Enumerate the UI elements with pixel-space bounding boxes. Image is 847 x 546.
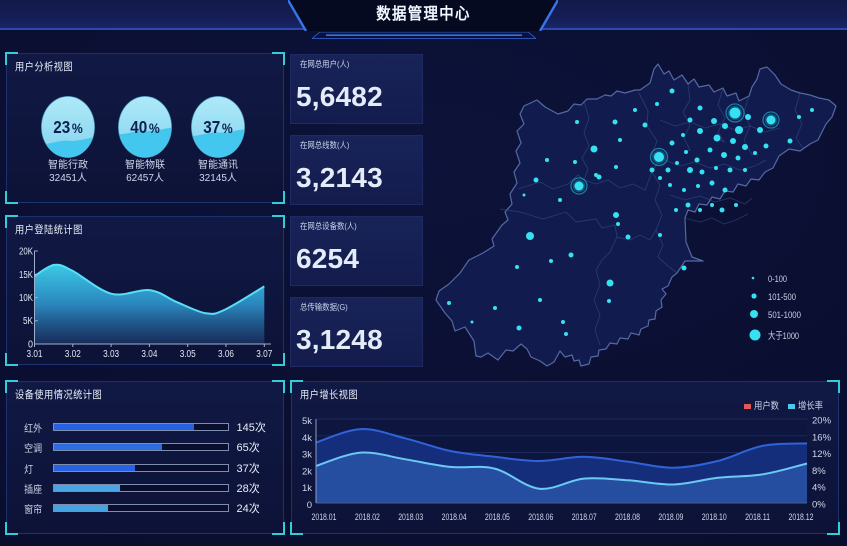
svg-text:0%: 0% — [812, 500, 826, 511]
svg-text:2018.09: 2018.09 — [658, 512, 683, 523]
svg-text:1k: 1k — [302, 483, 312, 494]
svg-text:12%: 12% — [812, 449, 832, 460]
svg-text:3.02: 3.02 — [65, 349, 81, 360]
svg-text:3k: 3k — [302, 450, 312, 461]
svg-text:5k: 5k — [302, 416, 312, 427]
svg-text:增长率: 增长率 — [798, 400, 823, 412]
svg-text:10K: 10K — [19, 293, 33, 304]
svg-text:2018.03: 2018.03 — [398, 512, 423, 523]
svg-text:501-1000: 501-1000 — [768, 310, 801, 321]
svg-text:用户数: 用户数 — [754, 400, 779, 412]
svg-text:4%: 4% — [812, 483, 826, 494]
svg-text:3.05: 3.05 — [180, 349, 196, 360]
svg-text:0: 0 — [28, 340, 33, 351]
svg-text:大于1000: 大于1000 — [768, 330, 799, 342]
svg-text:2018.08: 2018.08 — [615, 512, 640, 523]
svg-text:20K: 20K — [19, 247, 33, 258]
svg-text:4k: 4k — [302, 433, 312, 444]
svg-text:15K: 15K — [19, 270, 33, 281]
svg-text:3.01: 3.01 — [27, 349, 43, 360]
svg-text:101-500: 101-500 — [768, 292, 796, 303]
svg-text:2018.05: 2018.05 — [485, 512, 510, 523]
svg-text:5K: 5K — [23, 316, 33, 327]
svg-text:2018.10: 2018.10 — [702, 512, 727, 523]
svg-text:3.04: 3.04 — [141, 349, 157, 360]
svg-text:2018.02: 2018.02 — [355, 512, 380, 523]
svg-text:3.06: 3.06 — [218, 349, 234, 360]
svg-text:2018.06: 2018.06 — [528, 512, 553, 523]
svg-text:2018.01: 2018.01 — [312, 512, 337, 523]
svg-text:2018.07: 2018.07 — [572, 512, 597, 523]
svg-text:2018.11: 2018.11 — [745, 512, 770, 523]
svg-text:2018.12: 2018.12 — [789, 512, 814, 523]
svg-text:3.03: 3.03 — [103, 349, 119, 360]
svg-text:2018.04: 2018.04 — [442, 512, 467, 523]
svg-text:0-100: 0-100 — [768, 274, 787, 285]
svg-text:0: 0 — [307, 500, 312, 511]
svg-text:16%: 16% — [812, 432, 832, 443]
svg-text:8%: 8% — [812, 466, 826, 477]
svg-text:20%: 20% — [812, 416, 832, 427]
svg-text:2k: 2k — [302, 466, 312, 477]
svg-text:3.07: 3.07 — [256, 349, 272, 360]
